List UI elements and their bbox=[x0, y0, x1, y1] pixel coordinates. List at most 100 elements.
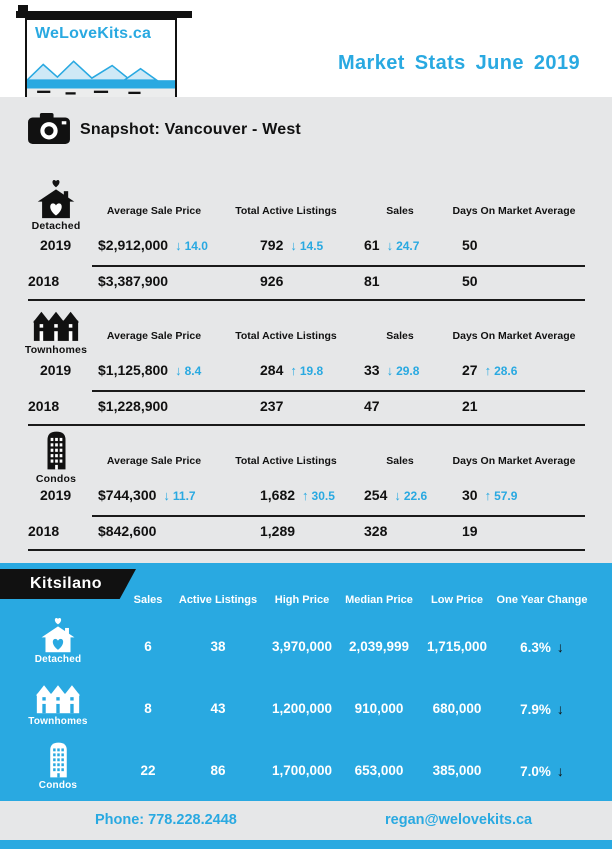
divider-line bbox=[28, 299, 585, 301]
kits-high-price-value: 1,200,000 bbox=[271, 701, 333, 716]
page-footer: Phone: 778.228.2448 regan@welovekits.ca bbox=[0, 801, 612, 840]
trend-arrow-icon: ↓ bbox=[290, 238, 297, 253]
stat-row-2019: 2019 $744,300 ↓ 11.7 1,682 ↑ 30.5 254 ↓ 22.6 3… bbox=[0, 487, 612, 505]
kits-low-price-value: 680,000 bbox=[432, 701, 482, 716]
trend-arrow-icon: ↓ bbox=[386, 238, 394, 253]
active-listings-value: 237 bbox=[260, 398, 284, 414]
kits-median-price-value: 2,039,999 bbox=[348, 639, 410, 654]
kits-column-low-price: Low Price bbox=[431, 594, 483, 606]
kits-low-price-value: 1,715,000 bbox=[426, 639, 488, 654]
avg-sale-price-value: $1,125,800 ↓ 8.4 bbox=[98, 362, 202, 378]
stat-row-2018: 2018 $3,387,900 926 81 50 bbox=[0, 273, 612, 291]
kits-median-price-value: 910,000 bbox=[354, 701, 404, 716]
trend-arrow-icon: ↑ bbox=[484, 488, 492, 503]
sales-value: 81 bbox=[364, 273, 380, 289]
kits-change-value: 6.3% ↓ bbox=[520, 639, 564, 655]
kits-column-one-year-change: One Year Change bbox=[496, 594, 588, 606]
column-header-days-on-market: Days On Market Average bbox=[452, 455, 576, 467]
column-header-sales: Sales bbox=[386, 205, 414, 217]
sign-post bbox=[16, 11, 192, 18]
column-header-days-on-market: Days On Market Average bbox=[452, 330, 576, 342]
sales-value: 328 bbox=[364, 523, 388, 539]
row-label: Condos bbox=[38, 780, 78, 791]
kits-sales-value: 22 bbox=[140, 763, 156, 778]
kits-change-value: 7.0% ↓ bbox=[520, 763, 564, 779]
sales-value: 47 bbox=[364, 398, 380, 414]
logo: WeLoveKits.ca bbox=[25, 18, 177, 100]
year-label: 2019 bbox=[40, 362, 72, 378]
active-listings-value: 792 ↓ 14.5 bbox=[260, 237, 324, 253]
snapshot-group-condos: Condos Average Sale Price Total Active L… bbox=[0, 429, 612, 551]
column-header-total-active-listings: Total Active Listings bbox=[235, 330, 337, 342]
column-header-days-on-market: Days On Market Average bbox=[452, 205, 576, 217]
active-listings-value: 1,682 ↑ 30.5 bbox=[260, 487, 335, 503]
townhomes-icon: Townhomes bbox=[20, 679, 96, 727]
days-on-market-value: 21 bbox=[462, 398, 478, 414]
avg-sale-price-value: $3,387,900 bbox=[98, 273, 169, 289]
detached-house-icon: Detached bbox=[20, 617, 96, 665]
snapshot-heading: Snapshot: Vancouver - West bbox=[80, 121, 301, 138]
year-label: 2018 bbox=[28, 273, 60, 289]
kits-median-price-value: 653,000 bbox=[354, 763, 404, 778]
kitsilano-row-condos: Condos 22 86 1,700,000 653,000 385,000 7… bbox=[0, 739, 612, 797]
group-label: Condos bbox=[35, 473, 77, 485]
active-listings-value: 284 ↑ 19.8 bbox=[260, 362, 324, 378]
year-label: 2019 bbox=[40, 487, 72, 503]
kits-column-median-price: Median Price bbox=[345, 594, 413, 606]
row-label: Townhomes bbox=[28, 716, 88, 727]
divider-line bbox=[92, 515, 585, 517]
column-header-total-active-listings: Total Active Listings bbox=[235, 455, 337, 467]
trend-arrow-icon: ↓ bbox=[163, 488, 170, 503]
trend-arrow-icon: ↓ bbox=[175, 238, 182, 253]
camera-icon bbox=[28, 113, 70, 144]
down-arrow-icon: ↓ bbox=[556, 701, 564, 717]
sales-value: 254 ↓ 22.6 bbox=[364, 487, 428, 503]
divider-line bbox=[28, 549, 585, 551]
trend-arrow-icon: ↑ bbox=[290, 363, 297, 378]
stat-row-2018: 2018 $1,228,900 237 47 21 bbox=[0, 398, 612, 416]
condos-icon: Condos bbox=[18, 429, 94, 485]
detached-house-icon: Detached bbox=[18, 179, 94, 232]
avg-sale-price-value: $2,912,000 ↓ 14.0 bbox=[98, 237, 208, 253]
kits-column-sales: Sales bbox=[133, 594, 163, 606]
sales-value: 33 ↓ 29.8 bbox=[364, 362, 420, 378]
days-on-market-value: 30 ↑ 57.9 bbox=[462, 487, 518, 503]
kits-high-price-value: 3,970,000 bbox=[271, 639, 333, 654]
column-header-average-sale-price: Average Sale Price bbox=[106, 455, 202, 467]
kitsilano-row-detached: Detached 6 38 3,970,000 2,039,999 1,715,… bbox=[0, 615, 612, 673]
logo-illustration bbox=[27, 54, 175, 98]
kits-active-listings-value: 86 bbox=[210, 763, 226, 778]
year-label: 2018 bbox=[28, 523, 60, 539]
sales-value: 61 ↓ 24.7 bbox=[364, 237, 420, 253]
kitsilano-banner: Kitsilano bbox=[0, 569, 136, 599]
divider-line bbox=[92, 265, 585, 267]
avg-sale-price-value: $744,300 ↓ 11.7 bbox=[98, 487, 196, 503]
condos-icon: Condos bbox=[20, 741, 96, 791]
kits-sales-value: 6 bbox=[144, 639, 152, 654]
page-title: Market Stats June 2019 bbox=[337, 52, 580, 74]
column-header-sales: Sales bbox=[386, 330, 414, 342]
kits-change-value: 7.9% ↓ bbox=[520, 701, 564, 717]
down-arrow-icon: ↓ bbox=[556, 639, 564, 655]
year-label: 2018 bbox=[28, 398, 60, 414]
down-arrow-icon: ↓ bbox=[556, 763, 564, 779]
trend-arrow-icon: ↑ bbox=[484, 363, 492, 378]
stat-row-2019: 2019 $1,125,800 ↓ 8.4 284 ↑ 19.8 33 ↓ 29.8 27 ↑… bbox=[0, 362, 612, 380]
avg-sale-price-value: $842,600 bbox=[98, 523, 157, 539]
trend-arrow-icon: ↓ bbox=[394, 488, 401, 503]
snapshot-panel: Snapshot: Vancouver - West Detached Aver… bbox=[0, 97, 612, 563]
year-label: 2019 bbox=[40, 237, 72, 253]
email-link[interactable]: regan@welovekits.ca bbox=[385, 812, 533, 828]
divider-line bbox=[92, 390, 585, 392]
group-label: Detached bbox=[31, 220, 81, 232]
kits-column-active-listings: Active Listings bbox=[178, 594, 258, 606]
active-listings-value: 1,289 bbox=[260, 523, 296, 539]
days-on-market-value: 50 bbox=[462, 237, 478, 253]
kits-high-price-value: 1,700,000 bbox=[271, 763, 333, 778]
column-header-total-active-listings: Total Active Listings bbox=[235, 205, 337, 217]
townhomes-icon: Townhomes bbox=[18, 304, 94, 356]
avg-sale-price-value: $1,228,900 bbox=[98, 398, 169, 414]
kits-low-price-value: 385,000 bbox=[432, 763, 482, 778]
stat-row-2019: 2019 $2,912,000 ↓ 14.0 792 ↓ 14.5 61 ↓ 24.7 50 bbox=[0, 237, 612, 255]
phone-link[interactable]: Phone: 778.228.2448 bbox=[95, 812, 237, 828]
